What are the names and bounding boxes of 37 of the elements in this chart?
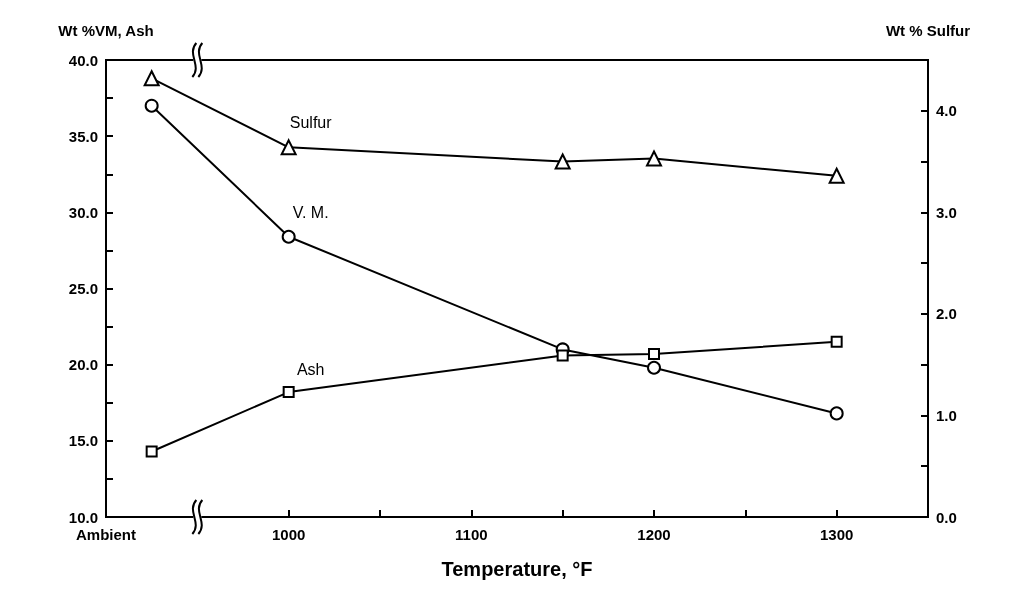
point [144, 98, 159, 113]
y-tick-label: 40.0 [68, 51, 98, 69]
series-label: Sulfur [289, 113, 333, 131]
point [282, 386, 295, 399]
point [145, 445, 158, 458]
point [646, 150, 662, 167]
point [143, 70, 160, 87]
y-tick-label: 35.0 [68, 127, 98, 145]
x-tick-label: 1100 [455, 526, 488, 543]
point [828, 167, 845, 184]
series-label: V. M. [292, 204, 329, 222]
x-tick-label: 1300 [819, 526, 854, 543]
point [280, 139, 297, 156]
point [556, 349, 569, 362]
point [830, 335, 843, 348]
series-label: Ash [296, 360, 325, 378]
y-tick-label: 25.0 [68, 280, 98, 297]
x-tick-label: Ambient [76, 526, 136, 543]
y2-tick-label: 1.0 [936, 406, 957, 424]
point [648, 348, 660, 360]
point [554, 153, 571, 170]
y2-axis-title: Wt % Sulfur [885, 22, 971, 39]
x-axis-title: Temperature, °F [441, 558, 593, 580]
y-tick-label: 15.0 [68, 432, 98, 450]
point [829, 406, 844, 421]
y-tick-label: 10.0 [68, 508, 98, 526]
y-tick-label: 30.0 [68, 203, 98, 221]
y2-tick-label: 4.0 [936, 102, 957, 120]
y2-tick-label: 0.0 [936, 508, 957, 526]
point [647, 360, 661, 375]
x-tick-label: 1200 [637, 526, 671, 543]
y2-tick-label: 2.0 [936, 305, 957, 323]
x-tick-label: 1000 [271, 526, 306, 543]
y2-tick-label: 3.0 [936, 203, 957, 221]
y-tick-label: 20.0 [68, 356, 98, 374]
y-axis-title: Wt %VM, Ash [58, 22, 154, 39]
point [281, 229, 296, 244]
